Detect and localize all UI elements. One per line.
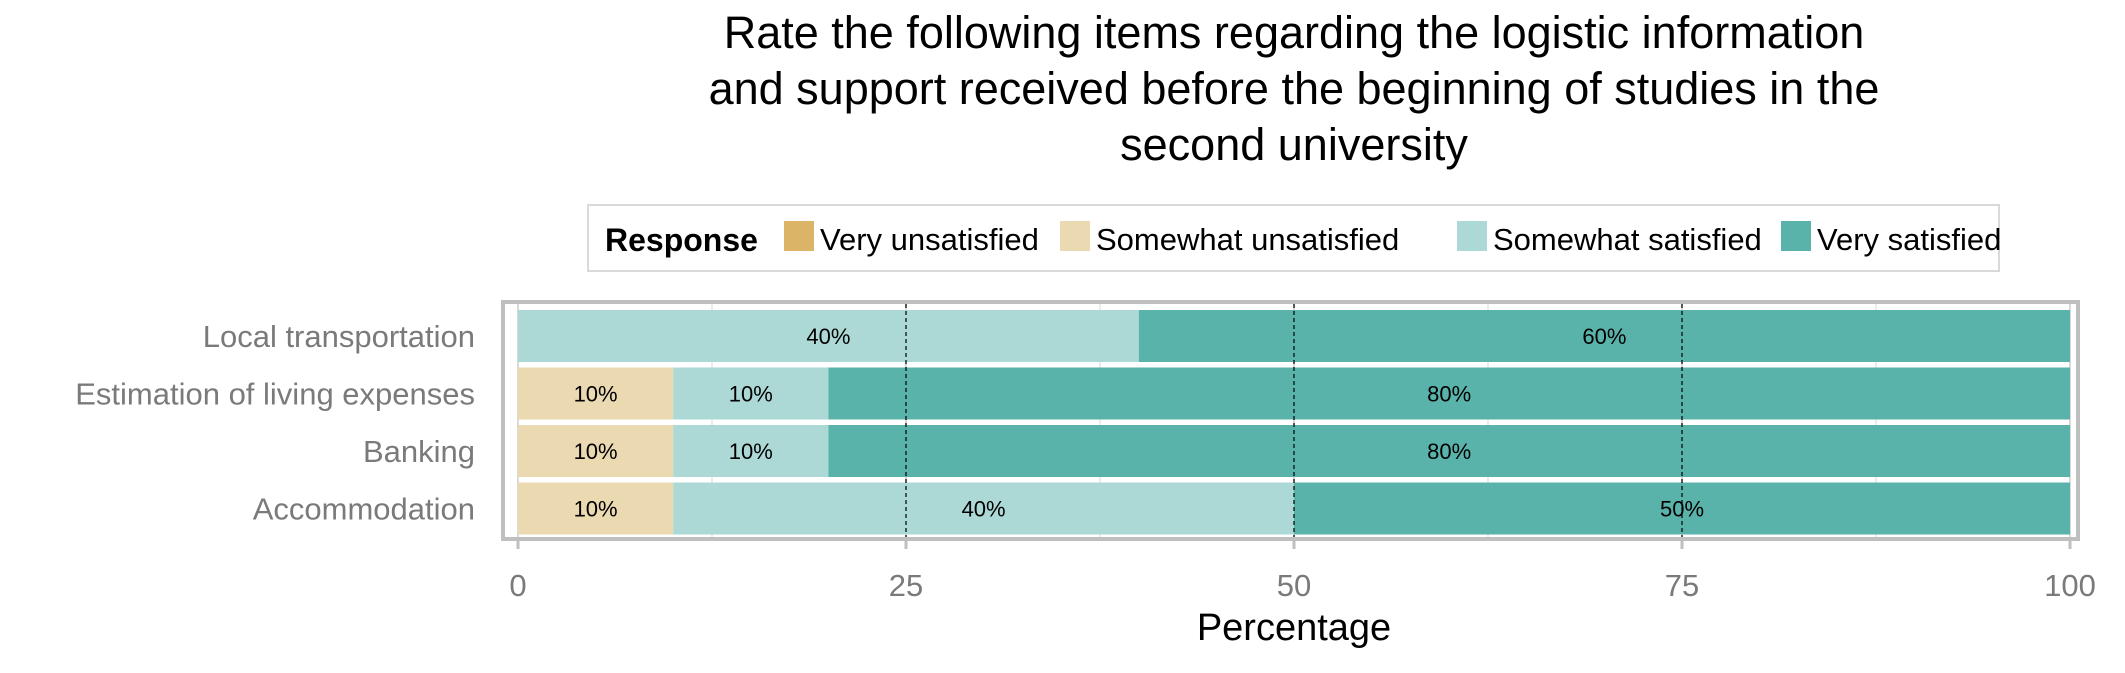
legend-key bbox=[784, 221, 814, 251]
category-label: Accommodation bbox=[253, 492, 475, 527]
x-tick-label: 25 bbox=[889, 568, 923, 603]
legend-key bbox=[1781, 221, 1811, 251]
bar-segment bbox=[518, 425, 674, 477]
legend: Response Very unsatisfied Somewhat unsati… bbox=[587, 204, 2001, 272]
bar-segment bbox=[673, 425, 829, 477]
bar-value-label: 10% bbox=[729, 382, 773, 407]
bar-segment bbox=[828, 367, 2070, 420]
bar-segment bbox=[673, 482, 1294, 535]
bar-value-label: 10% bbox=[729, 439, 773, 464]
legend-label: Very satisfied bbox=[1817, 222, 2001, 257]
bar-value-label: 40% bbox=[806, 324, 850, 349]
bar-segment bbox=[518, 482, 674, 535]
category-label: Banking bbox=[363, 434, 475, 469]
legend-label: Somewhat satisfied bbox=[1493, 222, 1762, 257]
x-axis-title: Percentage bbox=[1197, 607, 1391, 649]
x-tick-label: 75 bbox=[1665, 568, 1699, 603]
bar-segment bbox=[518, 367, 674, 420]
bar-value-label: 40% bbox=[962, 497, 1006, 522]
legend-label: Somewhat unsatisfied bbox=[1096, 222, 1399, 257]
legend-title: Response bbox=[605, 222, 758, 258]
bar-segment bbox=[673, 367, 829, 420]
chart-title: Rate the following items regarding the l… bbox=[709, 7, 1880, 170]
bar-value-label: 80% bbox=[1427, 439, 1471, 464]
category-label: Estimation of living expenses bbox=[75, 377, 475, 412]
x-tick-label: 0 bbox=[509, 568, 526, 603]
bar-segment bbox=[518, 310, 1139, 362]
x-tick-label: 50 bbox=[1277, 568, 1311, 603]
bar-value-label: 10% bbox=[574, 497, 618, 522]
chart-title-line-2: and support received before the beginnin… bbox=[709, 63, 1880, 114]
bar-value-label: 50% bbox=[1660, 497, 1704, 522]
bar-value-label: 80% bbox=[1427, 382, 1471, 407]
legend-key bbox=[1457, 221, 1487, 251]
chart-title-line-1: Rate the following items regarding the l… bbox=[724, 7, 1865, 58]
legend-box bbox=[587, 204, 2000, 272]
chart-title-line-3: second university bbox=[1120, 119, 1468, 170]
bar-value-label: 10% bbox=[574, 382, 618, 407]
legend-label: Very unsatisfied bbox=[820, 222, 1039, 257]
bar-value-label: 60% bbox=[1582, 324, 1626, 349]
x-tick-label: 100 bbox=[2044, 568, 2096, 603]
legend-key bbox=[1060, 221, 1090, 251]
plot-frame bbox=[501, 300, 2080, 541]
category-label: Local transportation bbox=[203, 319, 475, 354]
bar-value-label: 10% bbox=[574, 439, 618, 464]
bar-segment bbox=[828, 425, 2070, 477]
